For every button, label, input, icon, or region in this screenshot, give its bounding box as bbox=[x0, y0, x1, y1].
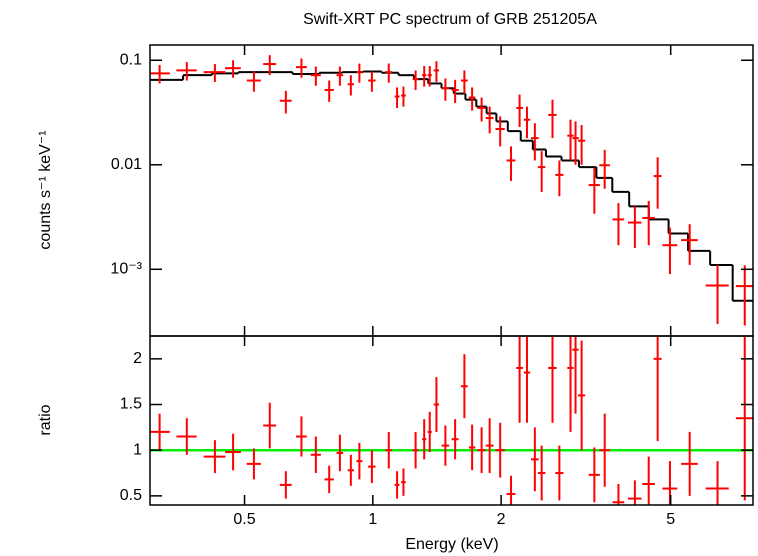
y-tick-label: 1.5 bbox=[120, 396, 142, 413]
x-axis-label: Energy (keV) bbox=[405, 536, 498, 553]
y-axis-label: counts s⁻¹ keV⁻¹ bbox=[37, 130, 54, 249]
x-tick-label: 5 bbox=[666, 511, 675, 528]
plot-area bbox=[150, 336, 753, 505]
frame bbox=[149, 335, 754, 506]
x-tick-label: 0.5 bbox=[233, 511, 255, 528]
plot-area bbox=[150, 55, 753, 326]
x-tick-label: 1 bbox=[368, 511, 377, 528]
axes: 0.1 0.01 10⁻³ 0.5 1 1.5 2 0.5 1 2 5 bbox=[110, 45, 753, 528]
y-tick-label: 10⁻³ bbox=[110, 261, 142, 278]
chart-title: Swift-XRT PC spectrum of GRB 251205A bbox=[303, 11, 597, 28]
y-tick-label: 0.5 bbox=[120, 487, 142, 504]
y-axis-label: ratio bbox=[37, 404, 54, 435]
x-tick-label: 2 bbox=[497, 511, 506, 528]
y-tick-label: 0.01 bbox=[111, 156, 142, 173]
y-tick-label: 0.1 bbox=[120, 51, 142, 68]
y-tick-label: 2 bbox=[133, 350, 142, 367]
y-tick-label: 1 bbox=[133, 441, 142, 458]
